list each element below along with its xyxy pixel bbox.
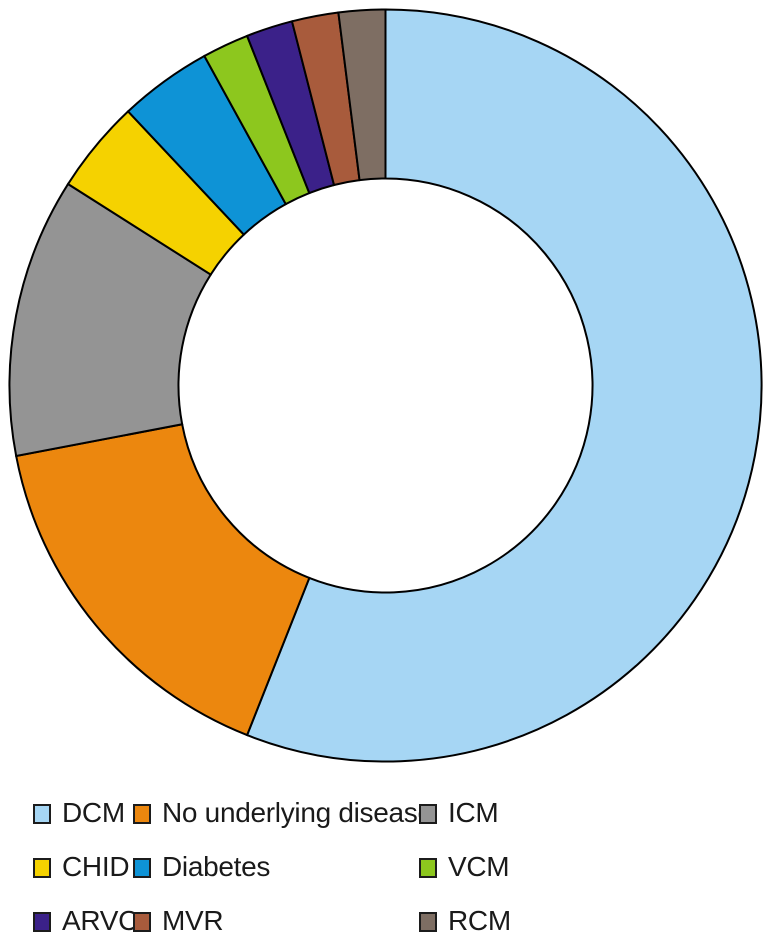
legend-item-chid: CHID (33, 850, 133, 886)
legend-swatch-chid (33, 858, 51, 878)
legend-label-vcm: VCM (448, 850, 510, 882)
donut-chart (8, 8, 763, 763)
legend-item-mvr: MVR (133, 904, 419, 940)
legend-swatch-rcm (419, 912, 437, 932)
legend-label-arvc: ARVC (62, 904, 139, 936)
legend-item-vcm: VCM (419, 850, 771, 886)
legend: DCM No underlying disease ICM CHID Diabe… (0, 796, 771, 940)
legend-swatch-diabetes (133, 858, 151, 878)
donut-slice-rcm (337, 8, 387, 182)
donut-slice-no-underlying-disease (14, 423, 311, 737)
legend-item-arvc: ARVC (33, 904, 138, 940)
legend-swatch-mvr (133, 912, 151, 932)
legend-swatch-vcm (419, 858, 437, 878)
legend-item-rcm: RCM (419, 904, 771, 940)
legend-item-diabetes: Diabetes (133, 850, 419, 886)
legend-label-icm: ICM (448, 796, 499, 828)
legend-label-no-underlying-disease: No underlying disease (162, 796, 433, 828)
legend-label-chid: CHID (62, 850, 130, 882)
legend-swatch-arvc (33, 912, 51, 932)
legend-swatch-icm (419, 804, 437, 824)
legend-label-rcm: RCM (448, 904, 511, 936)
legend-label-diabetes: Diabetes (162, 850, 271, 882)
donut-slice-dcm (245, 8, 763, 763)
legend-swatch-dcm (33, 804, 51, 824)
legend-swatch-no-underlying-disease (133, 804, 151, 824)
legend-item-no-underlying-disease: No underlying disease (133, 796, 433, 832)
legend-label-mvr: MVR (162, 904, 224, 936)
legend-item-icm: ICM (419, 796, 771, 832)
legend-item-dcm: DCM (33, 796, 133, 832)
legend-label-dcm: DCM (62, 796, 125, 828)
